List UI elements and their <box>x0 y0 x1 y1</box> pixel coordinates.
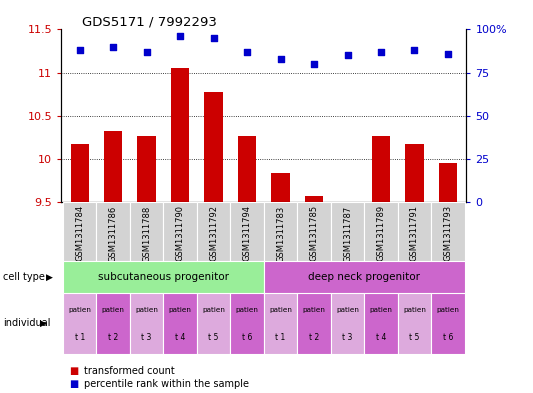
Text: patien: patien <box>336 307 359 313</box>
Bar <box>238 136 256 202</box>
Text: GSM1311792: GSM1311792 <box>209 205 218 261</box>
Text: ▶: ▶ <box>46 273 53 281</box>
Bar <box>264 202 297 261</box>
Point <box>76 47 84 53</box>
Bar <box>431 293 465 354</box>
Bar <box>63 261 264 293</box>
Text: GSM1311786: GSM1311786 <box>109 205 118 262</box>
Text: cell type: cell type <box>3 272 45 282</box>
Text: t 3: t 3 <box>342 333 353 342</box>
Text: percentile rank within the sample: percentile rank within the sample <box>84 379 249 389</box>
Point <box>343 52 352 59</box>
Text: t 1: t 1 <box>75 333 85 342</box>
Text: t 6: t 6 <box>443 333 453 342</box>
Point <box>276 56 285 62</box>
Bar <box>297 293 331 354</box>
Text: t 3: t 3 <box>141 333 152 342</box>
Point <box>109 44 117 50</box>
Text: t 4: t 4 <box>175 333 185 342</box>
Text: ▶: ▶ <box>40 319 47 328</box>
Bar <box>431 202 465 261</box>
Text: patien: patien <box>169 307 191 313</box>
Bar <box>264 261 465 293</box>
Bar <box>230 293 264 354</box>
Point <box>410 47 419 53</box>
Text: t 2: t 2 <box>309 333 319 342</box>
Text: ■: ■ <box>69 379 78 389</box>
Text: patien: patien <box>369 307 392 313</box>
Text: patien: patien <box>403 307 426 313</box>
Bar <box>331 293 364 354</box>
Text: GSM1311793: GSM1311793 <box>443 205 453 261</box>
Text: GSM1311787: GSM1311787 <box>343 205 352 262</box>
Text: ■: ■ <box>69 366 78 376</box>
Bar <box>398 293 431 354</box>
Text: individual: individual <box>3 318 50 328</box>
Text: t 4: t 4 <box>376 333 386 342</box>
Text: GSM1311784: GSM1311784 <box>75 205 84 261</box>
Bar <box>164 202 197 261</box>
Bar <box>398 202 431 261</box>
Bar <box>405 143 424 202</box>
Bar <box>305 196 323 202</box>
Bar <box>63 293 96 354</box>
Text: GSM1311785: GSM1311785 <box>310 205 319 261</box>
Point <box>176 33 184 40</box>
Bar <box>439 163 457 202</box>
Text: t 1: t 1 <box>276 333 286 342</box>
Bar <box>271 173 290 202</box>
Bar <box>138 136 156 202</box>
Text: GSM1311789: GSM1311789 <box>376 205 385 261</box>
Text: patien: patien <box>236 307 259 313</box>
Text: GSM1311794: GSM1311794 <box>243 205 252 261</box>
Bar <box>364 293 398 354</box>
Bar <box>205 92 223 202</box>
Bar <box>264 293 297 354</box>
Text: patien: patien <box>68 307 91 313</box>
Bar <box>297 202 331 261</box>
Point <box>243 49 252 55</box>
Text: patien: patien <box>102 307 125 313</box>
Text: patien: patien <box>303 307 326 313</box>
Text: patien: patien <box>202 307 225 313</box>
Bar <box>63 202 96 261</box>
Bar <box>164 293 197 354</box>
Point <box>209 35 218 41</box>
Text: GSM1311788: GSM1311788 <box>142 205 151 262</box>
Text: transformed count: transformed count <box>84 366 175 376</box>
Text: GSM1311783: GSM1311783 <box>276 205 285 262</box>
Bar <box>130 202 164 261</box>
Point <box>310 61 318 67</box>
Text: patien: patien <box>437 307 459 313</box>
Bar <box>96 293 130 354</box>
Text: t 5: t 5 <box>208 333 219 342</box>
Point <box>443 51 452 57</box>
Text: GSM1311791: GSM1311791 <box>410 205 419 261</box>
Text: patien: patien <box>269 307 292 313</box>
Bar <box>197 293 230 354</box>
Bar <box>70 143 89 202</box>
Bar <box>230 202 264 261</box>
Bar <box>104 132 123 202</box>
Bar <box>331 202 364 261</box>
Point <box>142 49 151 55</box>
Text: deep neck progenitor: deep neck progenitor <box>308 272 420 282</box>
Bar <box>372 136 390 202</box>
Text: t 5: t 5 <box>409 333 419 342</box>
Text: GDS5171 / 7992293: GDS5171 / 7992293 <box>82 15 216 28</box>
Text: subcutaneous progenitor: subcutaneous progenitor <box>98 272 229 282</box>
Text: t 2: t 2 <box>108 333 118 342</box>
Point <box>377 49 385 55</box>
Text: t 6: t 6 <box>242 333 252 342</box>
Bar <box>197 202 230 261</box>
Text: patien: patien <box>135 307 158 313</box>
Bar <box>364 202 398 261</box>
Bar <box>130 293 164 354</box>
Bar <box>171 68 189 202</box>
Bar <box>96 202 130 261</box>
Text: GSM1311790: GSM1311790 <box>176 205 184 261</box>
